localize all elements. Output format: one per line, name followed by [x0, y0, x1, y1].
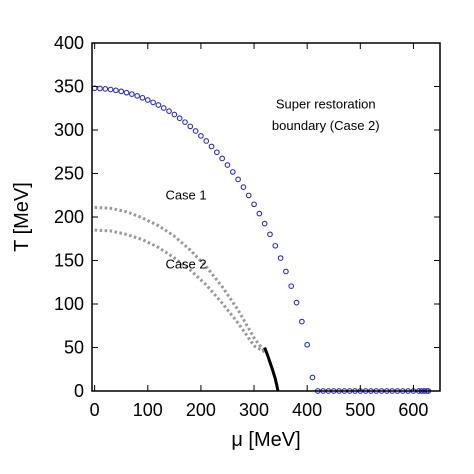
data-point [134, 93, 141, 99]
y-tick-label: 150 [54, 251, 84, 271]
data-point [208, 143, 215, 150]
y-tick-label: 0 [74, 381, 84, 401]
data-point [118, 88, 125, 95]
annotation-label: Super restoration [276, 96, 376, 111]
data-point [155, 102, 162, 108]
data-point [171, 111, 178, 118]
data-point [128, 91, 135, 98]
data-point [261, 220, 268, 227]
x-tick-label: 400 [292, 400, 322, 420]
data-point [97, 85, 103, 92]
y-tick-label: 400 [54, 33, 84, 53]
plot-frame [91, 42, 441, 392]
data-point [187, 123, 194, 130]
x-axis-label: μ [MeV] [231, 429, 300, 451]
y-tick-label: 300 [54, 120, 84, 140]
annotation-label: boundary (Case 2) [272, 118, 380, 133]
x-tick-label: 300 [239, 400, 269, 420]
data-point [288, 283, 295, 290]
x-tick-label: 200 [186, 400, 216, 420]
data-point [293, 299, 300, 306]
data-point [214, 149, 220, 156]
ticks-layer: 0 100 200 300 400 500 600 0 50 100 150 200 250 300 350… [54, 33, 440, 420]
y-tick-label: 250 [54, 164, 84, 184]
data-point [283, 268, 289, 275]
solid-curve [263, 346, 280, 392]
data-point [299, 318, 305, 325]
data-point [150, 99, 156, 106]
y-tick-label: 100 [54, 294, 84, 314]
data-point [304, 341, 311, 348]
data-point [192, 128, 199, 134]
x-tick-label: 0 [90, 400, 100, 420]
data-point [203, 138, 210, 144]
x-tick-label: 100 [133, 400, 163, 420]
annotation-label: Case 1 [165, 188, 206, 203]
y-tick-label: 350 [54, 77, 84, 97]
y-tick-label: 200 [54, 207, 84, 227]
data-point [198, 132, 204, 139]
dotted-curve-case-1 [94, 205, 266, 353]
data-point [123, 89, 130, 96]
data-point [267, 231, 273, 238]
boundary-circles-series [91, 85, 432, 394]
data-point [224, 162, 231, 168]
x-tick-label: 600 [398, 400, 428, 420]
marks-layer [91, 85, 432, 394]
data-point [219, 155, 226, 162]
data-point [277, 255, 284, 261]
data-point [113, 87, 119, 94]
data-point [229, 169, 236, 175]
data-point [166, 108, 172, 114]
y-tick-label: 50 [64, 338, 84, 358]
data-point [235, 176, 241, 183]
data-point [256, 210, 263, 217]
data-point [107, 86, 114, 93]
data-point [144, 97, 151, 103]
data-point [182, 119, 188, 126]
data-point [176, 115, 183, 122]
data-point [272, 242, 279, 249]
data-point [102, 85, 109, 92]
data-point [160, 105, 167, 111]
x-tick-label: 500 [345, 400, 375, 420]
annotation-label: Case 2 [165, 256, 206, 271]
data-point [245, 192, 252, 199]
data-point [251, 201, 257, 208]
annotations-layer: Super restoration boundary (Case 2) Case 1… [165, 96, 379, 271]
data-point [240, 184, 247, 191]
dotted-curve-case-2 [94, 228, 266, 354]
y-axis-label: T [MeV] [11, 182, 33, 252]
data-point [309, 374, 316, 381]
data-point [139, 94, 146, 101]
